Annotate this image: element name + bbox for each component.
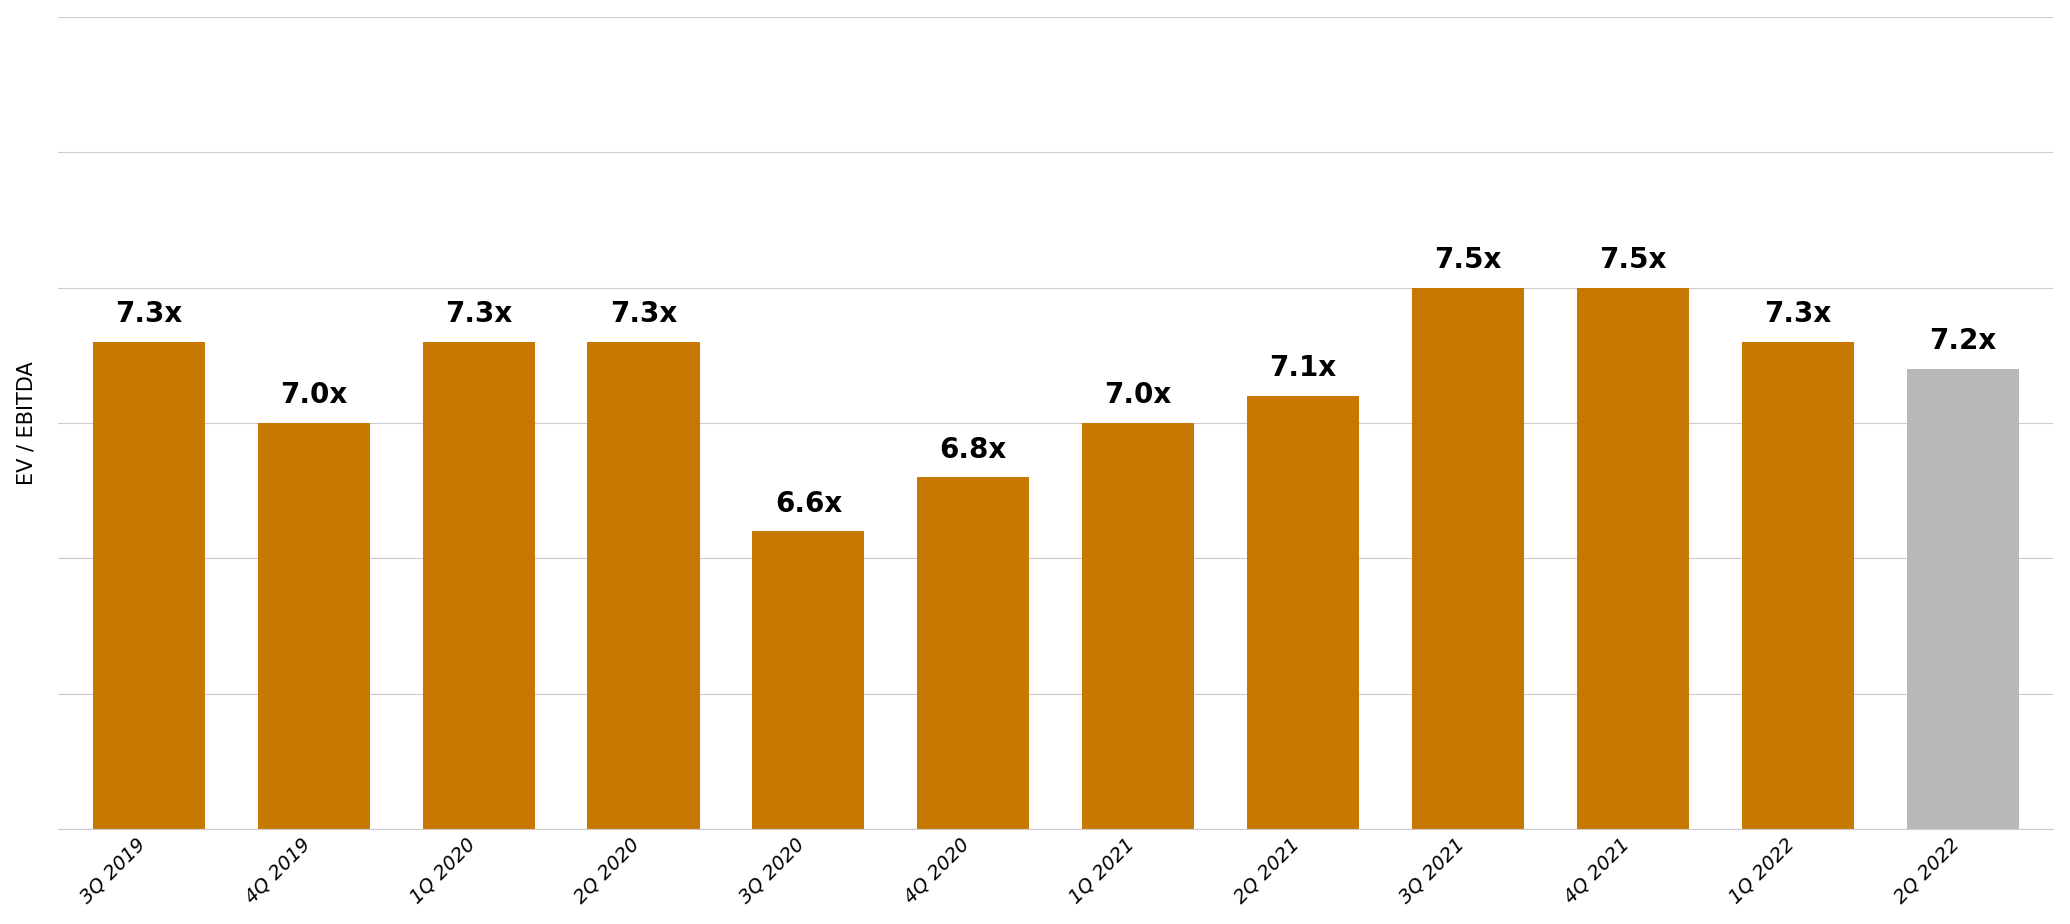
Text: 7.3x: 7.3x	[116, 300, 182, 328]
Text: 7.2x: 7.2x	[1929, 327, 1995, 355]
Bar	[93, 342, 205, 924]
Text: 7.5x: 7.5x	[1600, 246, 1666, 274]
Bar	[917, 477, 1029, 924]
Text: 7.0x: 7.0x	[1105, 382, 1172, 409]
Bar	[1906, 369, 2018, 924]
Y-axis label: EV / EBITDA: EV / EBITDA	[17, 361, 37, 485]
Text: 7.1x: 7.1x	[1269, 354, 1337, 383]
Bar	[1083, 423, 1194, 924]
Bar	[257, 423, 371, 924]
Text: 7.0x: 7.0x	[279, 382, 348, 409]
Bar	[422, 342, 534, 924]
Bar	[1577, 287, 1689, 924]
Text: 6.8x: 6.8x	[940, 435, 1006, 464]
Text: 6.6x: 6.6x	[774, 490, 842, 517]
Bar	[588, 342, 700, 924]
Bar	[1412, 287, 1524, 924]
Bar	[751, 531, 865, 924]
Text: 7.5x: 7.5x	[1435, 246, 1501, 274]
Text: 7.3x: 7.3x	[611, 300, 677, 328]
Bar	[1246, 395, 1360, 924]
Text: 7.3x: 7.3x	[1764, 300, 1832, 328]
Bar	[1741, 342, 1855, 924]
Text: 7.3x: 7.3x	[445, 300, 511, 328]
